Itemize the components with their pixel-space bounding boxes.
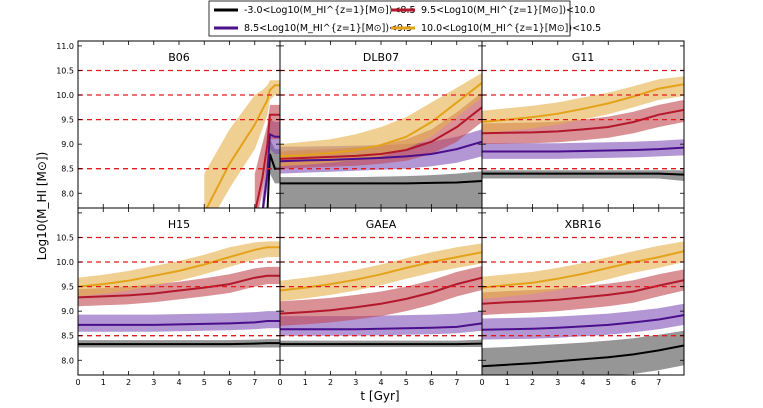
x-tick-label: 2: [530, 378, 535, 387]
median-line-high: [280, 106, 482, 160]
x-tick-label: 5: [202, 378, 207, 387]
x-tick-label: 4: [378, 378, 383, 387]
x-tick-label: 3: [151, 378, 156, 387]
median-line-top: [280, 82, 482, 158]
panel-title-g11: G11: [572, 51, 595, 64]
band-low: [482, 170, 684, 181]
x-axis-ticks: 0 1 2 3 4 5 6 7 0 1 2 3 4 5 6 7 0 1 2 3 …: [75, 378, 661, 387]
y-tick-label: 9.5: [61, 116, 74, 125]
y-tick-label: 9.0: [61, 307, 74, 316]
y-tick-label: 8.5: [61, 165, 74, 174]
x-tick-label: 1: [505, 378, 510, 387]
median-line-high: [78, 274, 280, 299]
band-top: [482, 241, 684, 299]
y-tick-label: 8.5: [61, 332, 74, 341]
median-line-mid: [482, 314, 684, 331]
x-tick-label: 3: [555, 378, 560, 387]
legend-label-low: -3.0<Log10(M_HI^{z=1}[M⊙])<8.5: [244, 5, 416, 16]
median-line-top: [482, 250, 684, 289]
x-tick-label: 5: [404, 378, 409, 387]
x-tick-label: 7: [454, 378, 459, 387]
legend: -3.0<Log10(M_HI^{z=1}[M⊙])<8.5 8.5<Log10…: [208, 0, 601, 37]
band-high: [482, 269, 684, 316]
x-tick-label: 5: [606, 378, 611, 387]
median-line-high: [254, 113, 280, 208]
median-line-top: [78, 246, 280, 288]
panel-h15: H15: [77, 207, 281, 376]
median-line-low: [482, 172, 684, 176]
median-line-mid: [261, 132, 280, 208]
y-axis-ticks-bottom: 8.0 8.5 9.0 9.5 10.0 10.5: [56, 233, 74, 365]
x-axis-label: t [Gyr]: [360, 389, 399, 403]
band-mid: [78, 311, 280, 332]
panel-xbr16: XBR16: [481, 207, 685, 376]
median-line-top: [482, 83, 684, 123]
panel-dlb07: DLB07: [279, 40, 483, 209]
y-tick-label: 9.5: [61, 283, 74, 292]
x-tick-label: 3: [353, 378, 358, 387]
x-tick-label: 4: [580, 378, 585, 387]
x-tick-label: 7: [656, 378, 661, 387]
panel-gaea: GAEA: [279, 207, 483, 376]
panel-grid: B06 DLB07 G11 H15 GAEA XBR16: [77, 40, 685, 376]
median-line-mid: [482, 146, 684, 153]
x-tick-label: 4: [176, 378, 181, 387]
x-tick-label: 0: [277, 378, 282, 387]
band-top: [280, 243, 482, 302]
x-tick-label: 6: [429, 378, 434, 387]
y-tick-label: 10.5: [56, 66, 74, 75]
y-tick-label: 10.5: [56, 233, 74, 242]
median-line-high: [482, 279, 684, 305]
x-tick-label: 2: [126, 378, 131, 387]
legend-label-high: 9.5<Log10(M_HI^{z=1}[M⊙])<10.0: [421, 5, 595, 16]
median-line-top: [205, 84, 280, 208]
median-line-mid: [280, 140, 482, 163]
panel-title-dlb07: DLB07: [363, 51, 399, 64]
median-line-low: [78, 342, 280, 346]
median-line-low: [280, 342, 482, 346]
x-tick-label: 1: [101, 378, 106, 387]
y-tick-label: 10.0: [56, 258, 74, 267]
band-top: [482, 76, 684, 134]
median-line-low: [482, 344, 684, 368]
y-tick-label: 10.0: [56, 91, 74, 100]
band-low: [280, 171, 482, 208]
x-tick-label: 6: [631, 378, 636, 387]
median-line-mid: [280, 322, 482, 331]
band-top: [78, 241, 280, 297]
panel-b06: B06: [77, 40, 281, 209]
x-tick-label: 0: [479, 378, 484, 387]
legend-label-top: 10.0<Log10(M_HI^{z=1}[M⊙])<10.5: [421, 23, 601, 34]
median-line-high: [280, 276, 482, 315]
panel-title-h15: H15: [168, 218, 190, 231]
legend-label-mid: 8.5<Log10(M_HI^{z=1}[M⊙])<9.5: [244, 23, 412, 34]
y-axis-label: Log10(M_HI [M⊙]): [35, 152, 49, 261]
x-tick-label: 0: [75, 378, 80, 387]
y-tick-label: 8.0: [61, 356, 74, 365]
median-line-top: [280, 251, 482, 292]
y-axis-ticks-top: 8.0 8.5 9.0 9.5 10.0 10.5 11.0: [56, 42, 74, 198]
y-tick-label: 8.0: [61, 189, 74, 198]
x-tick-label: 1: [303, 378, 308, 387]
band-mid: [482, 303, 684, 340]
band-top: [280, 72, 482, 167]
y-tick-label: 9.0: [61, 140, 74, 149]
median-line-low: [280, 180, 482, 185]
x-tick-label: 6: [227, 378, 232, 387]
panel-title-xbr16: XBR16: [565, 218, 602, 231]
median-line-mid: [78, 320, 280, 326]
x-tick-label: 7: [252, 378, 257, 387]
legend-frame: [208, 0, 571, 37]
band-mid: [482, 139, 684, 159]
panel-g11: G11: [481, 40, 685, 209]
panel-title-b06: B06: [168, 51, 190, 64]
median-line-high: [482, 108, 684, 135]
y-tick-label: 11.0: [56, 42, 74, 51]
x-tick-label: 2: [328, 378, 333, 387]
panel-title-gaea: GAEA: [366, 218, 397, 231]
